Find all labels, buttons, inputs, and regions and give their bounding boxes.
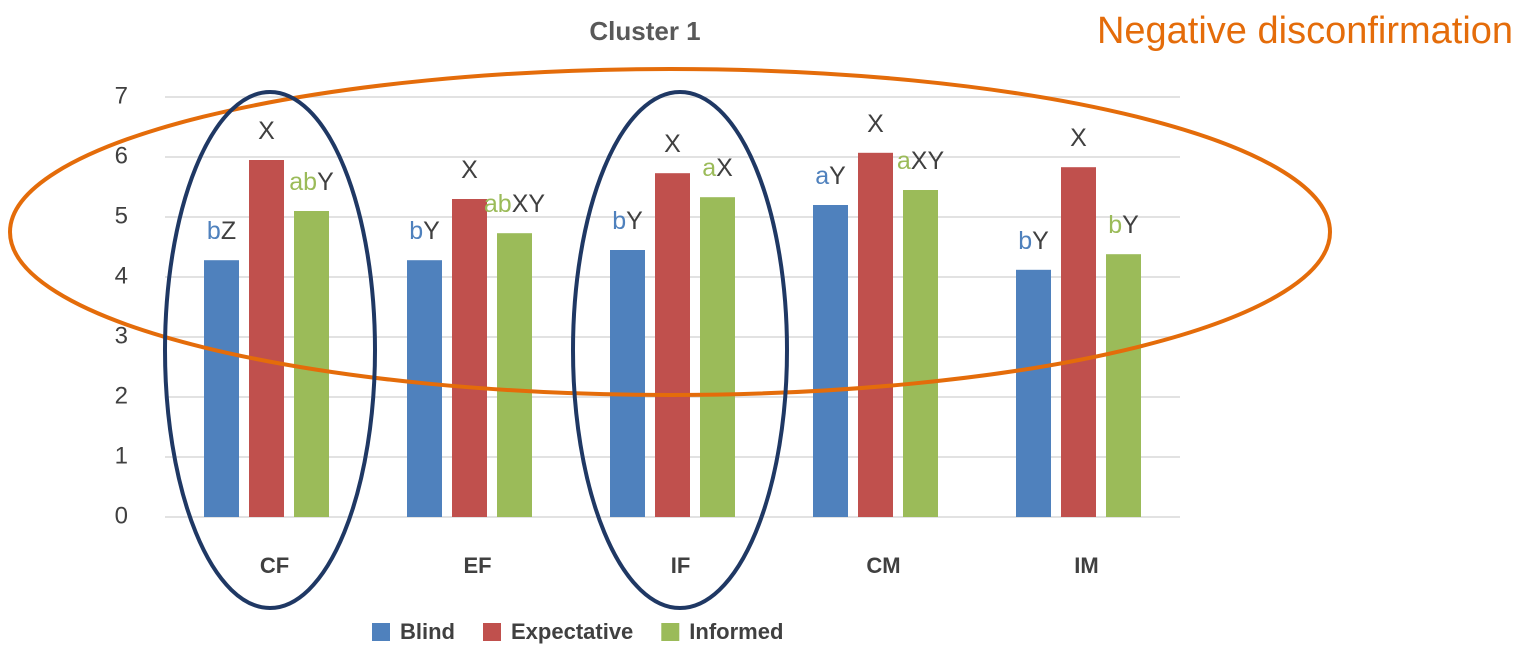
bar bbox=[294, 211, 329, 517]
label-letter: X bbox=[1070, 124, 1087, 152]
highlight-ellipse bbox=[163, 90, 377, 610]
data-label: bY bbox=[1018, 226, 1049, 254]
bar bbox=[1061, 167, 1096, 517]
data-label: aXY bbox=[897, 147, 945, 175]
label-group: a bbox=[815, 162, 829, 190]
y-tick-label: 4 bbox=[115, 262, 128, 289]
data-label: abXY bbox=[484, 190, 545, 218]
label-letter: X bbox=[461, 156, 478, 184]
highlight-ellipse bbox=[8, 67, 1332, 397]
x-tick-label: EF bbox=[463, 553, 491, 578]
legend-swatch bbox=[483, 623, 501, 641]
bar bbox=[700, 197, 735, 517]
x-tick-label: CM bbox=[866, 553, 900, 578]
label-group: ab bbox=[484, 190, 512, 218]
label-group: a bbox=[702, 154, 716, 182]
bar bbox=[452, 199, 487, 517]
data-label: bY bbox=[409, 217, 440, 245]
label-group: b bbox=[207, 217, 221, 245]
legend-label: Informed bbox=[689, 619, 783, 644]
bar bbox=[407, 260, 442, 517]
data-label: X bbox=[867, 109, 884, 137]
bar bbox=[610, 250, 645, 517]
y-tick-label: 0 bbox=[115, 502, 128, 529]
data-label: bY bbox=[1108, 211, 1139, 239]
label-letter: Y bbox=[829, 162, 846, 190]
bar bbox=[497, 233, 532, 517]
data-label: X bbox=[1070, 124, 1087, 152]
label-letter: X bbox=[716, 154, 733, 182]
y-tick-label: 6 bbox=[115, 142, 128, 169]
data-label: aX bbox=[702, 154, 733, 182]
chart-title: Cluster 1 bbox=[589, 16, 700, 46]
label-group: b bbox=[1108, 211, 1122, 239]
x-tick-label: CF bbox=[260, 553, 289, 578]
legend-label: Blind bbox=[400, 619, 455, 644]
bar bbox=[249, 160, 284, 517]
label-letter: X bbox=[664, 130, 681, 158]
data-label: X bbox=[461, 156, 478, 184]
label-letter: Y bbox=[626, 207, 643, 235]
label-group: b bbox=[1018, 226, 1032, 254]
bar bbox=[1016, 269, 1051, 517]
label-letter: Y bbox=[317, 168, 334, 196]
label-letter: XY bbox=[512, 190, 546, 218]
label-letter: Z bbox=[221, 217, 236, 245]
bar bbox=[204, 260, 239, 517]
bar bbox=[813, 205, 848, 517]
legend-swatch bbox=[661, 623, 680, 641]
data-label: abY bbox=[289, 168, 334, 196]
label-group: b bbox=[612, 207, 626, 235]
data-label: bY bbox=[612, 207, 643, 235]
annotation: Negative disconfirmation bbox=[1097, 10, 1513, 52]
y-tick-label: 5 bbox=[115, 202, 128, 229]
overlay bbox=[8, 67, 1332, 610]
bar bbox=[1106, 254, 1141, 517]
y-tick-label: 3 bbox=[115, 322, 128, 349]
y-tick-label: 7 bbox=[115, 82, 128, 109]
label-letter: X bbox=[867, 109, 884, 137]
y-tick-label: 1 bbox=[115, 442, 128, 469]
bar bbox=[903, 190, 938, 517]
label-letter: Y bbox=[1122, 211, 1139, 239]
highlight-ellipse bbox=[571, 90, 789, 610]
y-tick-label: 2 bbox=[115, 382, 128, 409]
label-group: ab bbox=[289, 168, 317, 196]
legend-label: Expectative bbox=[511, 619, 633, 644]
bar bbox=[655, 173, 690, 517]
plot: 01234567CFbZXabYEFbYXabXYIFbYXaXCMaYXaXY… bbox=[115, 82, 1180, 644]
label-letter: X bbox=[258, 117, 275, 145]
label-letter: XY bbox=[911, 147, 945, 175]
data-label: X bbox=[664, 130, 681, 158]
label-group: a bbox=[897, 147, 911, 175]
label-letter: Y bbox=[1032, 226, 1049, 254]
data-label: bZ bbox=[207, 217, 236, 245]
x-tick-label: IF bbox=[671, 553, 691, 578]
legend-swatch bbox=[372, 623, 390, 641]
data-label: X bbox=[258, 117, 275, 145]
bar bbox=[858, 152, 893, 518]
data-label: aY bbox=[815, 162, 846, 190]
x-tick-label: IM bbox=[1074, 553, 1098, 578]
label-letter: Y bbox=[423, 217, 440, 245]
label-group: b bbox=[409, 217, 423, 245]
